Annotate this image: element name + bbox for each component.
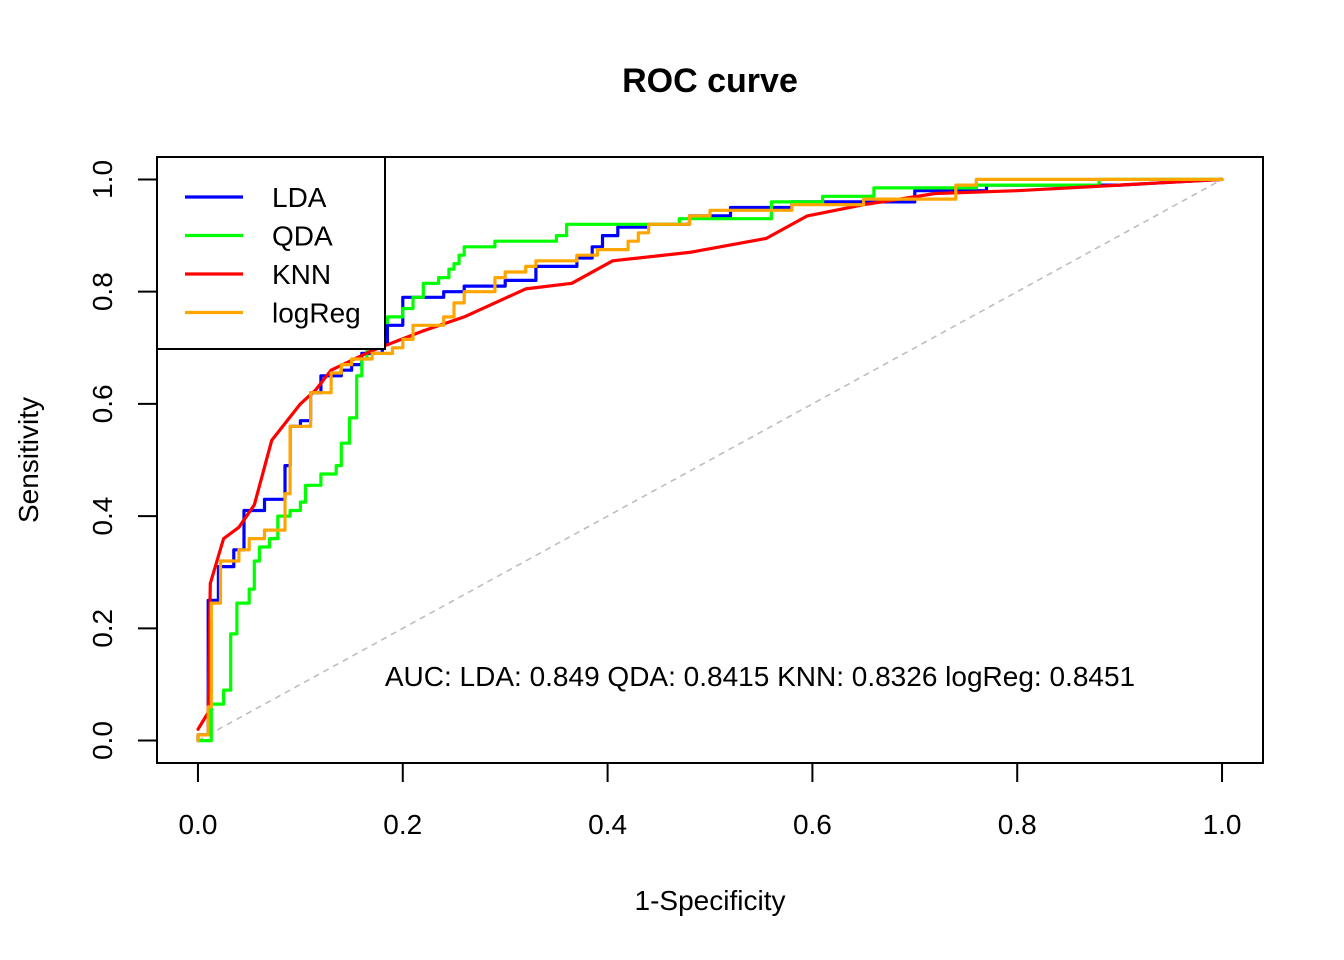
y-tick-label: 0.4: [87, 497, 118, 536]
y-tick-label: 0.0: [87, 721, 118, 760]
chance-diagonal: [197, 178, 1223, 742]
auc-annotation: AUC: LDA: 0.849 QDA: 0.8415 KNN: 0.8326 …: [385, 661, 1135, 692]
x-tick-label: 0.6: [793, 809, 832, 840]
legend-label-qda: QDA: [272, 221, 333, 252]
x-axis-label: 1-Specificity: [635, 885, 786, 916]
axes: 0.0 0.2 0.4 0.6 0.8 1.0 0.0 0.2 0.4 0.6 0.8 1.0: [87, 160, 1242, 840]
y-axis-label: Sensitivity: [13, 397, 44, 523]
legend-label-lda: LDA: [272, 182, 327, 213]
legend-box: [156, 156, 386, 350]
legend-label-knn: KNN: [272, 259, 331, 290]
y-tick-label: 0.6: [87, 384, 118, 423]
legend: LDA QDA KNN logReg: [185, 182, 361, 329]
y-tick-label: 0.8: [87, 272, 118, 311]
x-tick-label: 1.0: [1203, 809, 1242, 840]
x-tick-label: 0.0: [178, 809, 217, 840]
chart-title: ROC curve: [622, 62, 798, 100]
y-tick-label: 0.2: [87, 609, 118, 648]
roc-line-logreg: [196, 177, 1224, 743]
legend-label-logreg: logReg: [272, 298, 361, 329]
x-tick-label: 0.4: [588, 809, 627, 840]
x-tick-label: 0.8: [998, 809, 1037, 840]
y-tick-label: 1.0: [87, 160, 118, 199]
x-tick-label: 0.2: [383, 809, 422, 840]
